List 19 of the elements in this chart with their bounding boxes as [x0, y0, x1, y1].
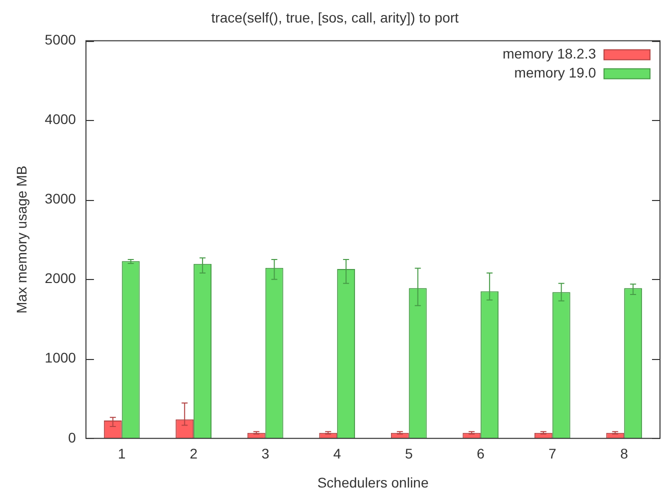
x-axis-title: Schedulers online [317, 474, 429, 490]
y-tick-label: 1000 [44, 350, 76, 366]
y-tick-label: 3000 [44, 190, 76, 207]
x-tick-label: 5 [404, 446, 413, 462]
x-tick-label: 1 [118, 446, 126, 462]
x-tick-label: 7 [548, 446, 556, 462]
x-tick-label: 2 [190, 446, 198, 462]
y-tick-label: 0 [68, 429, 76, 446]
y-tick-label: 4000 [44, 111, 76, 128]
y-tick-label: 2000 [44, 270, 76, 286]
y-tick-label: 5000 [44, 32, 76, 48]
x-tick-label: 4 [333, 446, 342, 462]
x-tick-label: 3 [261, 446, 270, 462]
x-tick-label: 8 [620, 446, 628, 462]
legend-label: memory 19.0 [514, 64, 596, 81]
x-tick-label: 6 [476, 446, 485, 462]
chart-title: trace(self(), true, [sos, call, arity]) to port [211, 9, 459, 26]
y-axis-title: Max memory usage MB [13, 166, 30, 314]
legend-label: memory 18.2.3 [502, 46, 596, 62]
